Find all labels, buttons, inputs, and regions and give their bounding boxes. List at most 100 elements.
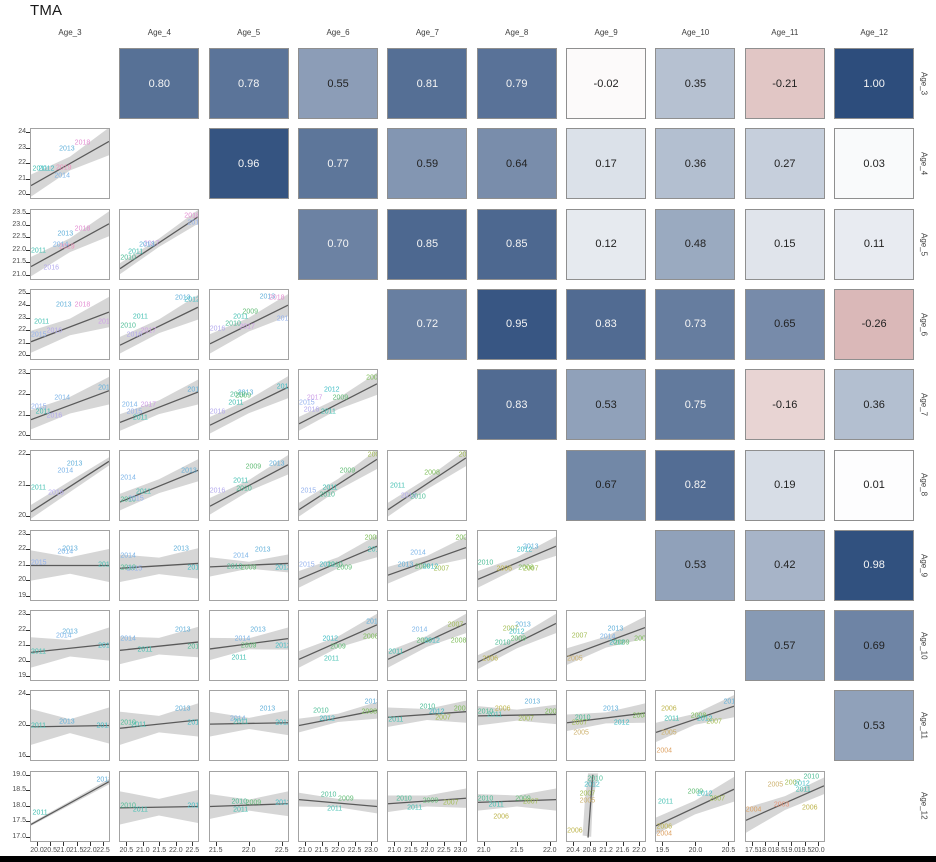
year-label: 2016 bbox=[209, 487, 226, 495]
year-label: 2008 bbox=[361, 708, 378, 716]
trend-line bbox=[120, 806, 198, 807]
corr-value: 0.79 bbox=[506, 77, 528, 90]
corr-value: 0.75 bbox=[684, 398, 707, 411]
y-axis-tick-mark bbox=[26, 414, 30, 416]
column-header: Age_5 bbox=[237, 28, 261, 37]
corr-cell: 0.75 bbox=[655, 369, 736, 441]
year-label: 2017 bbox=[306, 394, 323, 402]
scatter-plot-canvas bbox=[209, 294, 288, 354]
year-label: 2014 bbox=[229, 715, 246, 723]
year-label: 2006 bbox=[567, 827, 583, 835]
corr-value: 0.53 bbox=[684, 559, 707, 572]
trend-line bbox=[388, 798, 466, 804]
year-label: 2011 bbox=[322, 484, 338, 492]
trend-line bbox=[210, 464, 288, 505]
x-axis-tick-label: 21.2 bbox=[599, 846, 613, 854]
x-axis-tick-mark bbox=[549, 841, 551, 846]
year-label: 2012 bbox=[324, 386, 340, 393]
year-label: 2009 bbox=[338, 795, 354, 803]
scatter-plot-canvas bbox=[477, 788, 556, 811]
trend-line bbox=[31, 644, 109, 652]
year-label: 2010 bbox=[120, 719, 136, 727]
corr-value: -0.16 bbox=[772, 398, 798, 411]
corr-value: 0.98 bbox=[863, 559, 885, 572]
scatter-plot-canvas bbox=[31, 296, 109, 353]
year-label: 2011 bbox=[32, 165, 48, 173]
y-axis-tick-label: 21 bbox=[18, 560, 26, 568]
x-axis-tick-mark bbox=[573, 841, 575, 846]
x-axis-tick-mark bbox=[354, 841, 356, 846]
year-label: 2015 bbox=[300, 487, 317, 495]
y-axis-tick-label: 17.5 bbox=[12, 817, 26, 825]
x-axis-tick-mark bbox=[89, 841, 91, 846]
year-label: 2011 bbox=[320, 408, 336, 416]
y-axis-tick-label: 23.0 bbox=[12, 221, 26, 228]
corr-cell: -0.21 bbox=[744, 48, 825, 119]
y-axis-tick-mark bbox=[26, 274, 30, 276]
year-label: 2013 bbox=[259, 705, 276, 713]
year-label: 2009 bbox=[240, 564, 257, 572]
x-axis-tick-mark bbox=[175, 841, 177, 846]
y-axis-tick-mark bbox=[26, 317, 30, 319]
y-axis-tick-mark bbox=[26, 262, 30, 264]
year-label: 2010 bbox=[236, 485, 252, 493]
scatter-cell: 2011 2013 2012 bbox=[30, 690, 110, 762]
corr-value: 0.59 bbox=[416, 157, 439, 170]
year-label: 2013 bbox=[139, 241, 155, 249]
x-axis-tick-label: 22.5 bbox=[96, 846, 110, 854]
year-label: 2008 bbox=[690, 712, 707, 720]
y-axis-tick-label: 20 bbox=[18, 656, 26, 664]
x-axis-tick-mark bbox=[338, 841, 340, 846]
year-label: 2010 bbox=[187, 643, 200, 651]
column-header: Age_3 bbox=[58, 28, 82, 37]
scatter-plot-canvas bbox=[209, 454, 288, 514]
year-label: 2019 bbox=[59, 243, 75, 251]
year-label: 2013 bbox=[55, 301, 72, 309]
year-label: 2013 bbox=[607, 625, 624, 633]
year-label: 2009 bbox=[240, 642, 257, 650]
column-header: Age_10 bbox=[681, 28, 710, 37]
year-label: 2014 bbox=[120, 552, 136, 560]
corr-value: 0.53 bbox=[863, 719, 885, 732]
corr-value: 0.67 bbox=[595, 479, 617, 491]
y-axis-tick-label: 22 bbox=[18, 326, 26, 334]
year-label: 2009 bbox=[330, 643, 346, 651]
trend-line bbox=[31, 391, 109, 420]
scatter-plot-canvas bbox=[745, 777, 824, 833]
x-axis-tick-mark bbox=[589, 841, 591, 846]
scatter-cell: 2011 2010201220072008 bbox=[387, 690, 468, 762]
y-axis-tick-label: 20 bbox=[18, 721, 26, 729]
corr-value: -0.26 bbox=[861, 318, 887, 331]
corr-cell: 0.36 bbox=[834, 369, 915, 441]
scatter-plot-canvas bbox=[299, 702, 378, 733]
y-axis-tick-label: 18.0 bbox=[12, 801, 26, 809]
year-label: 2013 bbox=[62, 545, 78, 553]
year-label: 2011 bbox=[389, 482, 405, 490]
scatter-plot-canvas bbox=[209, 376, 288, 434]
year-label: 2012 bbox=[319, 561, 335, 569]
corr-cell: -0.16 bbox=[744, 369, 825, 441]
x-axis-tick-mark bbox=[443, 841, 445, 846]
year-label: 2007 bbox=[433, 565, 450, 573]
year-label: 2009 bbox=[515, 795, 531, 803]
trend-line bbox=[567, 713, 645, 723]
y-axis-tick-label: 17.0 bbox=[12, 832, 26, 840]
y-axis-tick-label: 22.0 bbox=[12, 245, 26, 253]
y-axis-tick-label: 21.0 bbox=[12, 270, 26, 278]
trend-line bbox=[120, 392, 198, 422]
confidence-band bbox=[31, 456, 109, 519]
corr-cell: 0.53 bbox=[566, 369, 647, 441]
trend-line bbox=[478, 715, 556, 716]
scatter-plot-canvas bbox=[567, 616, 646, 665]
trend-line bbox=[210, 305, 288, 344]
year-label: 2012 bbox=[428, 708, 445, 716]
y-axis-tick-mark bbox=[26, 354, 30, 356]
year-label: 2010 bbox=[120, 496, 136, 504]
y-axis-tick-label: 24 bbox=[18, 690, 26, 698]
year-label: 2011 bbox=[388, 648, 404, 656]
